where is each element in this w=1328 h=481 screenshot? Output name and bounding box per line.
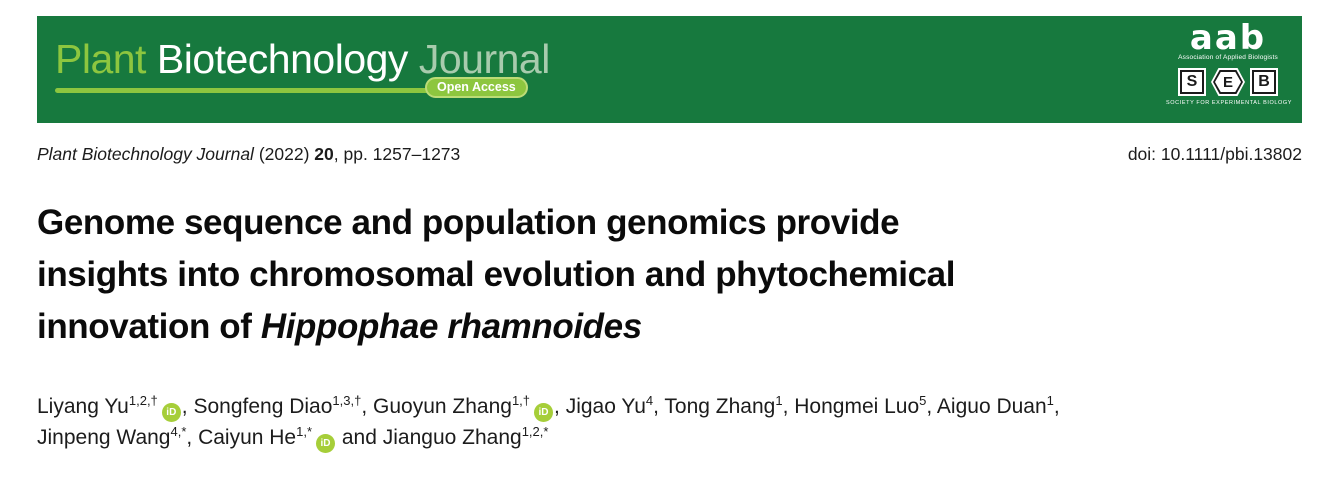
- society-logos: aab Association of Applied Biologists S …: [1166, 18, 1293, 106]
- article-title-line2: insights into chromosomal evolution and …: [37, 255, 956, 294]
- author-name: Caiyun He: [198, 426, 297, 449]
- journal-name-journal: Journal: [418, 36, 550, 82]
- author-affiliation-superscript: 4,*: [170, 424, 187, 439]
- author-affiliation-superscript: 1,*: [296, 424, 313, 439]
- seb-letter-s-box: S: [1178, 68, 1206, 96]
- author-affiliation-superscript: 1,2,*: [521, 424, 549, 439]
- article-title-line3: innovation of Hippophae rhamnoides: [37, 301, 1297, 353]
- citation-journal-name: Plant Biotechnology Journal: [37, 144, 254, 164]
- orcid-icon[interactable]: iD: [534, 403, 554, 422]
- masthead-underline-rule: [55, 88, 517, 93]
- doi-text: doi: 10.1111/pbi.13802: [1127, 144, 1302, 164]
- seb-letter-e-hexagon: E: [1211, 68, 1245, 96]
- author-name: Songfeng Diao: [193, 395, 333, 418]
- seb-letter-b-box: B: [1250, 68, 1278, 96]
- author-affiliation-superscript: 4: [645, 393, 654, 408]
- author-affiliation-superscript: 1,3,†: [332, 393, 362, 408]
- article-title-line1: Genome sequence and population genomics …: [37, 203, 900, 242]
- author-name: Jinpeng Wang: [37, 426, 171, 449]
- seb-letter-e: E: [1215, 72, 1241, 92]
- author-affiliation-superscript: 1,2,†: [128, 393, 158, 408]
- author-affiliation-superscript: 1: [775, 393, 783, 408]
- author-name: Jigao Yu: [565, 395, 646, 418]
- author-name: Liyang Yu: [37, 395, 129, 418]
- author-byline: Liyang Yu1,2,†iD, Songfeng Diao1,3,†, Gu…: [37, 391, 1307, 453]
- author-name: Aiguo Duan: [936, 395, 1047, 418]
- citation-volume: 20: [314, 144, 334, 164]
- orcid-icon[interactable]: iD: [316, 434, 336, 453]
- author-affiliation-superscript: 1,†: [511, 393, 531, 408]
- species-name: Hippophae rhamnoides: [260, 307, 642, 346]
- aab-logo: aab: [1189, 18, 1267, 58]
- author-name: Guoyun Zhang: [373, 395, 512, 418]
- citation-row: Plant Biotechnology Journal (2022) 20, p…: [37, 144, 1302, 165]
- orcid-icon[interactable]: iD: [161, 403, 181, 422]
- journal-logo-title: Plant Biotechnology Journal: [55, 36, 550, 83]
- journal-name-plant: Plant: [55, 36, 146, 82]
- author-affiliation-superscript: 1: [1046, 393, 1054, 408]
- seb-logo: S E B: [1166, 68, 1290, 96]
- citation-pages: , pp. 1257–1273: [333, 144, 461, 164]
- author-affiliation-superscript: 5: [919, 393, 927, 408]
- citation-text: Plant Biotechnology Journal (2022) 20, p…: [37, 144, 460, 165]
- author-name: Tong Zhang: [664, 395, 776, 418]
- citation-year: (2022): [258, 144, 310, 164]
- author-name: Hongmei Luo: [794, 395, 920, 418]
- article-title-line3-prefix: innovation of: [37, 307, 261, 346]
- journal-masthead-banner: Plant Biotechnology Journal Open Access …: [37, 16, 1302, 123]
- seb-hexagon-border: E: [1213, 70, 1243, 94]
- aab-logo-subtitle: Association of Applied Biologists: [1178, 54, 1278, 61]
- seb-logo-subtitle: SOCIETY FOR EXPERIMENTAL BIOLOGY: [1166, 100, 1293, 106]
- article-title: Genome sequence and population genomics …: [37, 197, 1297, 353]
- journal-name-biotechnology: Biotechnology: [156, 36, 409, 82]
- author-name: Jianguo Zhang: [382, 426, 522, 449]
- open-access-badge: Open Access: [425, 77, 528, 98]
